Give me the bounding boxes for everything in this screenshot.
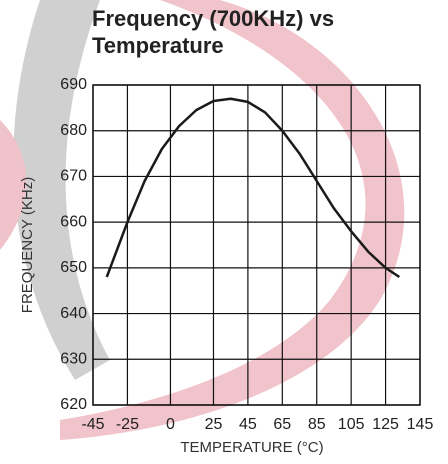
x-tick-label: -45 xyxy=(81,416,104,433)
watermark xyxy=(0,0,405,440)
x-tick-label: 105 xyxy=(338,416,365,433)
x-tick-label: -25 xyxy=(116,416,139,433)
x-tick-label: 125 xyxy=(372,416,399,433)
chart-title: Temperature xyxy=(92,33,224,58)
watermark-gray xyxy=(13,0,110,380)
y-tick-label: 620 xyxy=(60,396,87,413)
y-tick-label: 680 xyxy=(60,122,87,139)
y-tick-label: 650 xyxy=(60,259,87,276)
x-tick-label: 45 xyxy=(239,416,257,433)
y-tick-label: 660 xyxy=(60,213,87,230)
x-tick-label: 0 xyxy=(166,416,175,433)
watermark-pink-left xyxy=(0,120,27,250)
x-tick-label: 145 xyxy=(407,416,434,433)
x-tick-label: 25 xyxy=(205,416,223,433)
x-tick-label: 65 xyxy=(273,416,291,433)
data-line xyxy=(105,97,401,279)
x-tick-label: 85 xyxy=(308,416,326,433)
y-tick-label: 670 xyxy=(60,168,87,185)
x-axis-label: TEMPERATURE (°C) xyxy=(180,439,323,456)
y-axis-label: FREQUENCY (KHz) xyxy=(19,177,36,313)
y-tick-label: 690 xyxy=(60,76,87,93)
watermark-pink xyxy=(60,0,405,440)
y-tick-label: 630 xyxy=(60,351,87,368)
plot-frame xyxy=(92,84,421,406)
y-tick-label: 640 xyxy=(60,305,87,322)
chart-title: Frequency (700KHz) vs xyxy=(92,6,334,31)
